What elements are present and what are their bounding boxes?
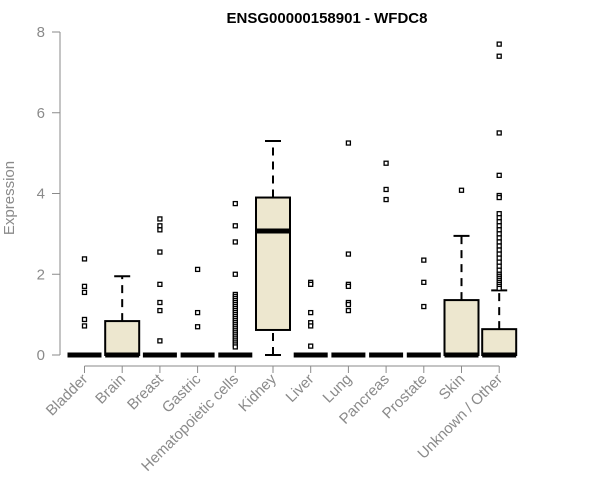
x-tick-label: Liver (283, 371, 318, 406)
outlier-point (496, 53, 502, 59)
outlier-point (421, 257, 427, 263)
outlier-point (157, 281, 163, 287)
outlier-point (232, 344, 238, 350)
outlier-point (345, 301, 352, 308)
outlier-point (232, 200, 238, 207)
outlier-point (496, 285, 502, 292)
box-kidney (255, 140, 291, 356)
outlier-point (81, 283, 88, 290)
outlier-point (345, 251, 352, 257)
box-iqr (481, 328, 518, 357)
y-tick-label: 2 (37, 266, 45, 283)
outlier-point (194, 309, 201, 316)
y-tick-label: 0 (37, 347, 45, 364)
outlier-point (496, 194, 502, 201)
box-hematopoietic-cells (218, 200, 253, 358)
outlier-point (345, 307, 352, 314)
plot-area (67, 41, 518, 358)
outlier-point (232, 271, 238, 277)
outlier-point (308, 309, 314, 316)
outlier-point (157, 307, 163, 314)
box-gastric (180, 266, 215, 358)
box-iqr (255, 196, 291, 331)
chart-title: ENSG00000158901 - WFDC8 (227, 10, 428, 27)
box-prostate (406, 257, 441, 358)
outlier-point (308, 281, 314, 287)
y-tick-label: 8 (37, 24, 45, 41)
box-skin (443, 187, 480, 358)
y-axis: 0 2 4 6 8 (37, 24, 61, 364)
outlier-point (496, 172, 502, 178)
box-bladder (67, 256, 102, 358)
box-pancreas (369, 160, 404, 358)
outlier-point (421, 279, 427, 285)
y-axis-label: Expression (1, 161, 18, 235)
outlier-point (308, 323, 314, 329)
x-tick-label: Bladder (43, 371, 92, 420)
outlier-point (157, 249, 163, 255)
x-tick-label: Skin (436, 371, 469, 404)
box-iqr (104, 320, 141, 356)
outlier-point (232, 223, 238, 229)
outlier-point (458, 187, 465, 193)
outlier-point (383, 160, 389, 166)
x-tick-label: Kidney (235, 370, 280, 415)
outlier-point (81, 323, 88, 329)
outlier-point (81, 316, 88, 323)
outlier-point (81, 289, 88, 296)
outlier-point (421, 303, 427, 310)
outlier-point (345, 283, 352, 290)
box-brain (104, 275, 141, 358)
outlier-point (232, 239, 238, 245)
outlier-point (157, 338, 163, 344)
outlier-point (157, 299, 163, 306)
box-liver (293, 279, 328, 358)
box-unknown-other (481, 41, 518, 358)
outlier-point (81, 256, 88, 262)
box-iqr (443, 299, 480, 356)
outlier-point (383, 186, 389, 193)
box-lung (331, 140, 366, 358)
outlier-point (308, 343, 314, 349)
outlier-point (496, 41, 502, 47)
outlier-point (157, 216, 163, 222)
y-tick-label: 6 (37, 105, 45, 122)
outlier-point (383, 196, 389, 203)
y-tick-label: 4 (37, 186, 45, 203)
box-breast (142, 216, 177, 358)
outlier-point (194, 266, 201, 273)
outlier-point (496, 130, 502, 136)
outlier-point (345, 140, 352, 146)
outlier-point (157, 227, 163, 233)
outlier-point (194, 324, 201, 330)
